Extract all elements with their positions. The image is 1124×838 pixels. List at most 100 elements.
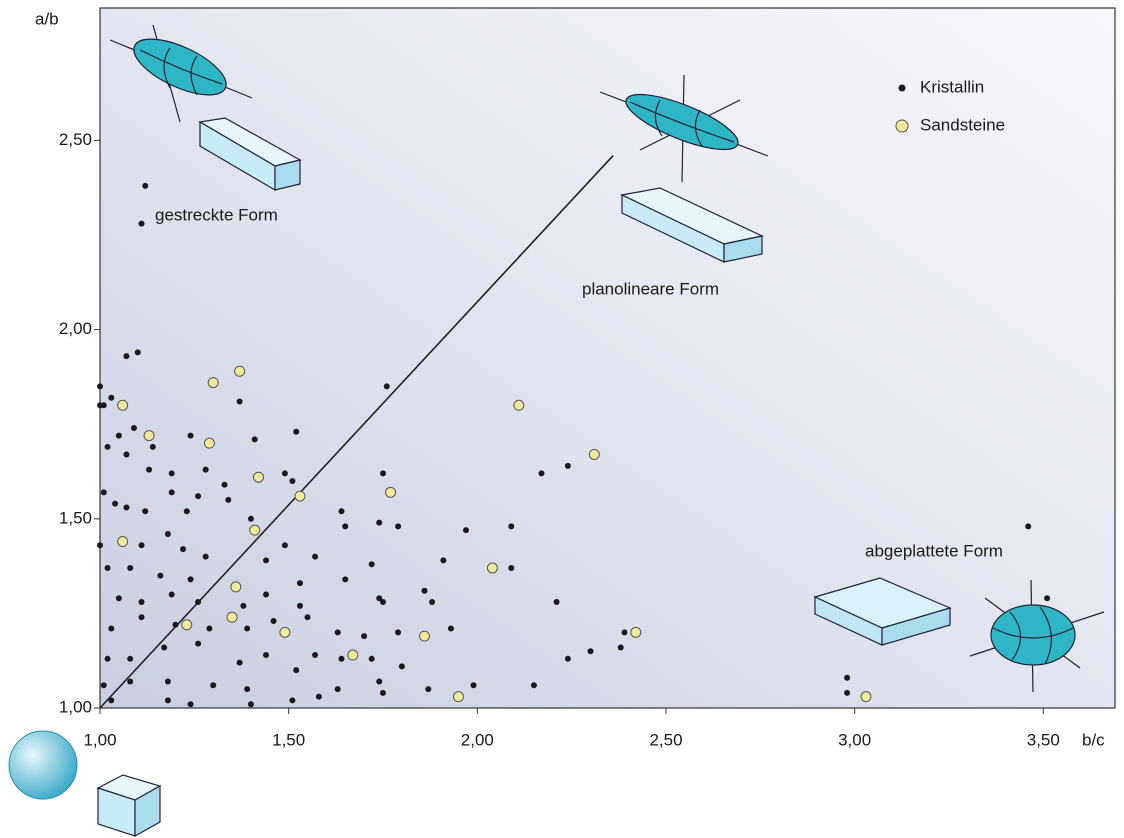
point [202,466,209,473]
point [379,470,386,477]
point [149,443,156,450]
point [130,425,137,431]
point [376,595,383,602]
point [395,523,402,530]
point [361,633,368,640]
y-tick-label: 1,50 [59,508,92,527]
point [334,629,341,636]
y-tick-label: 1,00 [59,697,92,716]
point [123,504,130,511]
point [240,602,247,609]
point [294,490,306,502]
point [452,691,464,703]
elongated-ellipsoid [109,24,253,123]
point [168,489,175,496]
point [157,572,164,579]
legend-marker [895,119,909,133]
point [486,562,498,574]
point [293,428,300,435]
point [127,678,134,685]
point [263,557,270,564]
point [100,682,107,689]
point [513,399,525,411]
sphere-icon [8,730,78,800]
reference-line [99,155,614,709]
point [164,697,171,704]
point [187,701,194,708]
point [251,436,258,443]
point [564,462,571,469]
point [195,640,202,647]
point [564,655,571,662]
x-tick-label: 1,00 [83,730,116,749]
point [236,659,243,666]
point [347,649,359,661]
point [104,655,111,662]
point [252,471,264,483]
elongated-box [198,117,302,192]
plot-area [99,7,1116,709]
point [383,383,390,390]
point [138,599,145,606]
point [385,486,397,498]
point [244,686,251,693]
point [138,542,145,549]
point [161,644,168,651]
point [112,500,119,507]
point [587,648,594,655]
point [100,489,107,496]
point [296,580,303,587]
point [115,432,122,439]
point [844,689,851,696]
point [134,349,141,356]
point [127,565,134,571]
point [97,383,103,390]
point [263,652,270,659]
legend-label: Kristallin [920,77,984,96]
point [195,493,202,500]
point [168,591,175,598]
point [315,693,322,700]
legend-label: Sandsteine [920,115,1005,134]
point [376,519,383,526]
point [263,591,270,598]
point [296,602,303,609]
y-tick-label: 2,00 [59,319,92,338]
point [108,394,115,401]
x-axis-label: b/c [1082,730,1105,749]
point [234,365,246,377]
point [553,599,560,606]
point [530,682,537,689]
flattened-box [813,577,952,646]
point [342,576,349,583]
point [100,402,107,409]
point [104,443,111,450]
point [181,619,193,631]
point [470,682,477,689]
point [226,611,238,623]
point [127,655,134,662]
point [376,678,383,685]
point [508,523,515,530]
point [440,557,447,564]
x-tick-label: 2,50 [649,730,682,749]
point [279,626,291,638]
point [588,448,600,460]
point [172,621,179,628]
point [447,625,454,632]
point [138,614,145,621]
point [368,655,375,662]
point [293,667,300,674]
point [1025,523,1032,530]
point [342,523,349,530]
planolinear-ellipsoid [599,74,769,183]
point [289,477,296,484]
point [146,466,153,473]
point [338,508,345,515]
point [421,587,428,594]
y-axis-label: a/b [35,9,59,28]
point [247,515,254,522]
point [108,625,115,632]
point [123,451,130,458]
point [281,470,288,477]
